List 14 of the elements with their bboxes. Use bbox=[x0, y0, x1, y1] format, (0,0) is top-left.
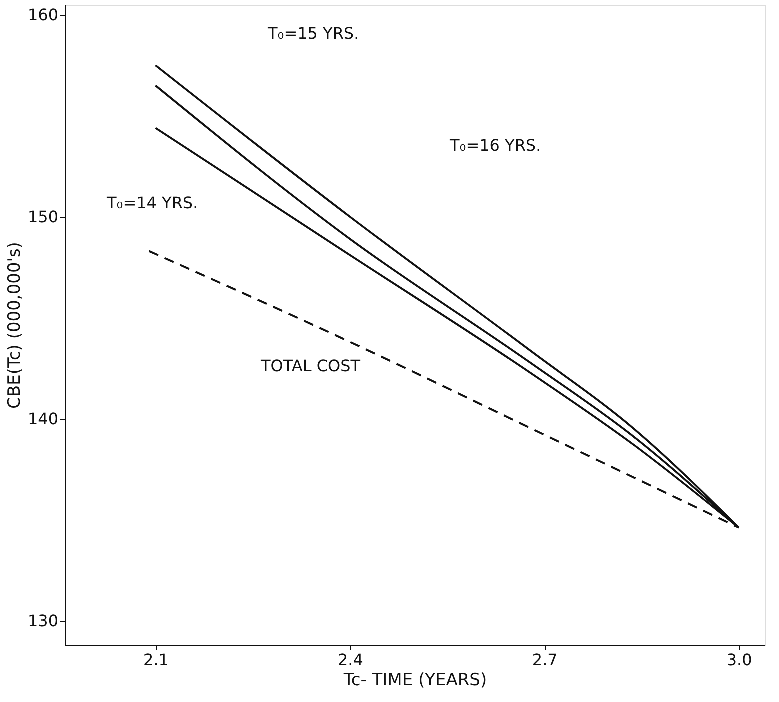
x-axis-title: Tc- TIME (YEARS) bbox=[342, 670, 488, 690]
y-tick-label: 130 bbox=[28, 611, 58, 630]
annotation: T₀=14 YRS. bbox=[106, 193, 198, 212]
annotation: TOTAL COST bbox=[260, 356, 361, 376]
y-tick-label: 140 bbox=[28, 409, 58, 428]
annotation: T₀=16 YRS. bbox=[449, 136, 542, 155]
x-tick-label: 2.7 bbox=[532, 650, 558, 670]
y-tick-label: 150 bbox=[28, 207, 58, 226]
x-tick-label: 2.1 bbox=[144, 650, 169, 670]
x-tick-label: 3.0 bbox=[726, 650, 752, 670]
annotation: T₀=15 YRS. bbox=[267, 24, 360, 43]
y-tick-label: 160 bbox=[28, 6, 58, 25]
x-tick-label: 2.4 bbox=[338, 650, 364, 670]
y-axis-title: CBE(Tc) (000,000's) bbox=[4, 242, 25, 409]
